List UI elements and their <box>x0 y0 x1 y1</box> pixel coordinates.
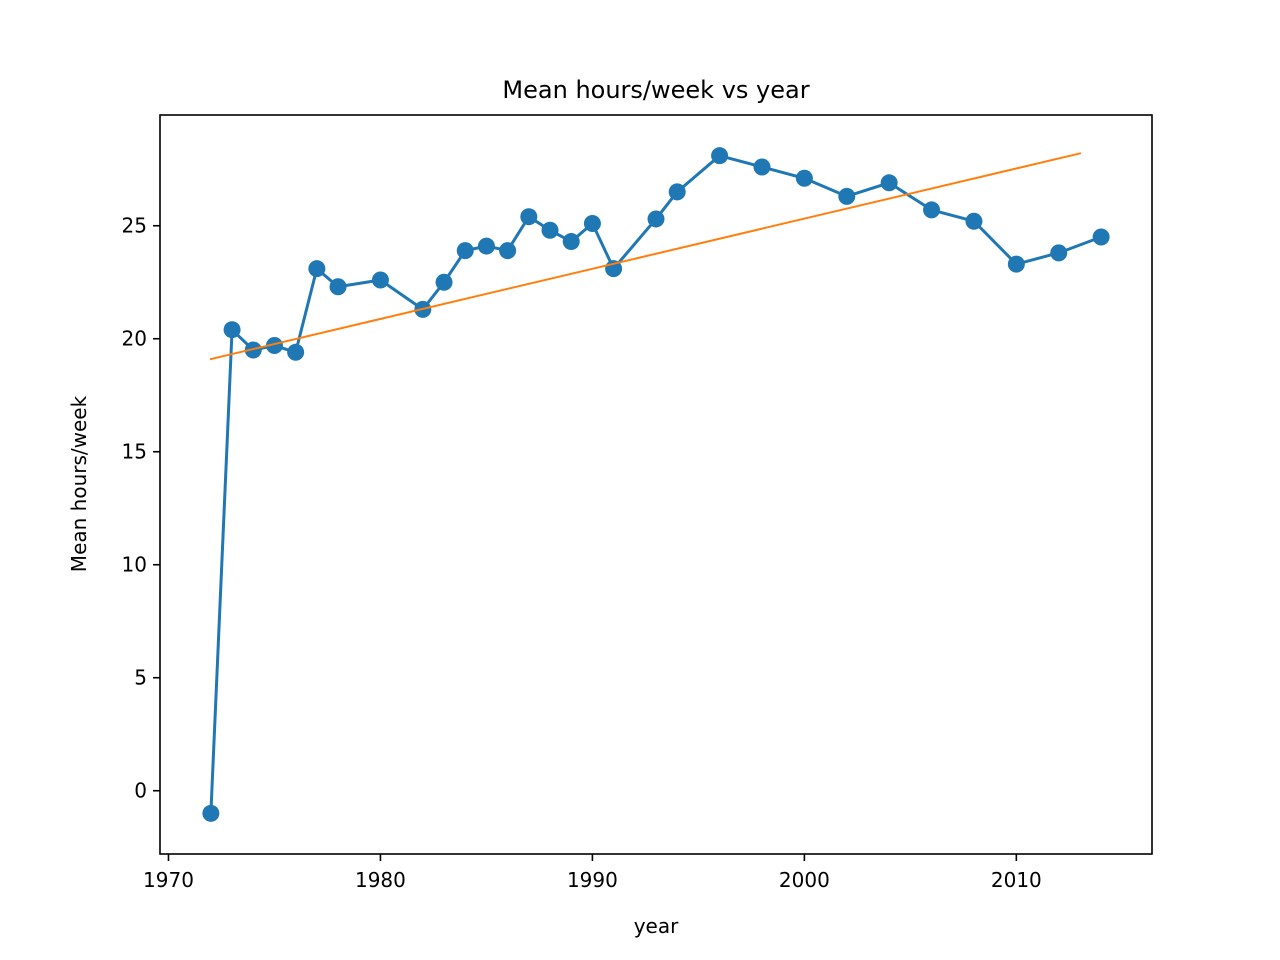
data-point <box>371 271 389 289</box>
data-point <box>223 321 241 339</box>
data-point <box>838 187 856 205</box>
y-tick-label: 20 <box>122 327 147 351</box>
data-point <box>753 158 771 176</box>
data-point <box>456 242 474 260</box>
data-point <box>711 147 729 165</box>
trend-line <box>209 152 1082 361</box>
data-point <box>880 174 898 192</box>
data-point <box>265 337 283 355</box>
x-tick-label: 1990 <box>567 868 618 892</box>
data-point <box>541 221 559 239</box>
y-tick-label: 10 <box>122 553 147 577</box>
y-axis-label: Mean hours/week <box>67 395 91 572</box>
data-point <box>1050 244 1068 262</box>
data-point <box>308 260 326 278</box>
series-layer <box>202 147 1110 822</box>
data-point <box>520 208 538 226</box>
y-tick-label: 25 <box>122 214 147 238</box>
data-point <box>287 343 305 361</box>
data-point <box>583 214 601 232</box>
x-tick-label: 2000 <box>779 868 830 892</box>
plot-frame <box>159 114 1153 855</box>
x-tick-label: 1980 <box>355 868 406 892</box>
x-axis-label: year <box>634 914 679 938</box>
chart-title: Mean hours/week vs year <box>502 76 809 104</box>
data-point <box>668 183 686 201</box>
data-point <box>202 804 220 822</box>
data-point <box>1007 255 1025 273</box>
data-point <box>647 210 665 228</box>
data-point <box>923 201 941 219</box>
data-point <box>477 237 495 255</box>
data-point <box>329 278 347 296</box>
data-point <box>965 212 983 230</box>
data-point <box>499 242 517 260</box>
y-tick-label: 0 <box>134 779 147 803</box>
data-point <box>1092 228 1110 246</box>
data-point <box>435 273 453 291</box>
y-tick-label: 15 <box>122 440 147 464</box>
axis-ticks: 1970 1980 1990 2000 2010 0 5 10 15 20 25 <box>122 214 1042 892</box>
x-tick-label: 1970 <box>143 868 194 892</box>
data-point <box>562 233 580 251</box>
x-tick-label: 2010 <box>991 868 1042 892</box>
data-point <box>795 169 813 187</box>
y-tick-label: 5 <box>134 666 147 690</box>
